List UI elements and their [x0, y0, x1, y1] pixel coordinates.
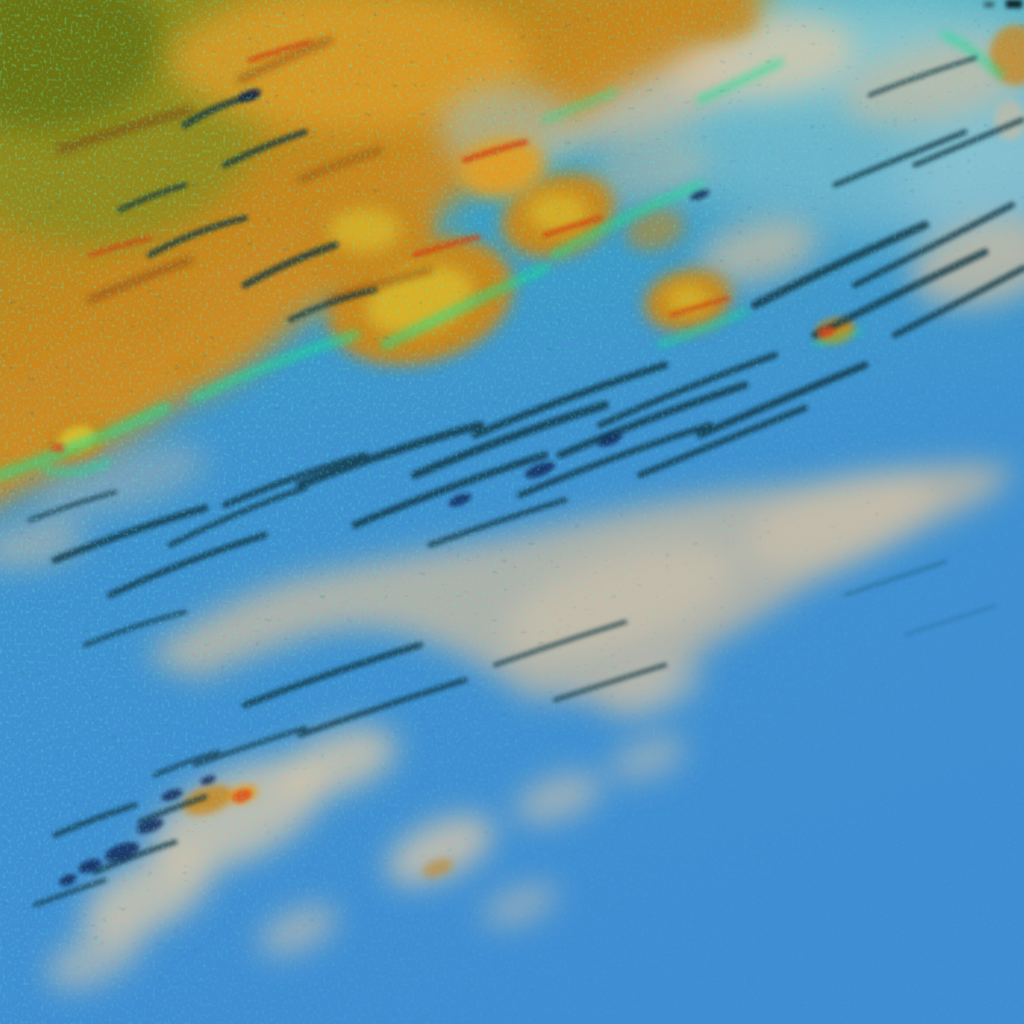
- corner-dark-mark: [1006, 0, 1022, 8]
- corner-marks: [984, 0, 1022, 8]
- corner-dark-mark: [984, 2, 994, 7]
